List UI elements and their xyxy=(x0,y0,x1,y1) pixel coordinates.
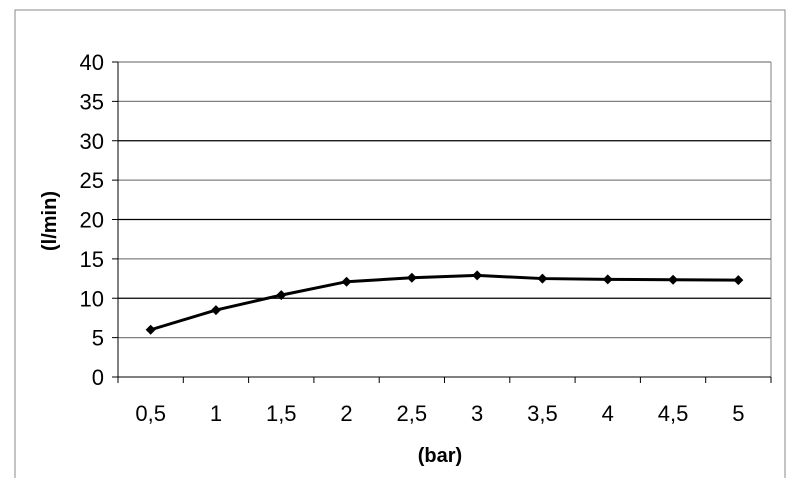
x-tick-label: 2 xyxy=(340,401,352,426)
data-point xyxy=(276,290,287,301)
x-tick-label: 3,5 xyxy=(527,401,558,426)
y-tick-label: 40 xyxy=(80,50,104,75)
y-tick-label: 5 xyxy=(92,326,104,351)
y-tick-label: 20 xyxy=(80,208,104,233)
y-axis-label: (l/min) xyxy=(39,191,61,251)
x-tick-label: 0,5 xyxy=(135,401,166,426)
x-axis-label: (bar) xyxy=(418,445,462,467)
data-point xyxy=(602,274,613,285)
x-tick-label: 1,5 xyxy=(266,401,297,426)
x-tick-label: 1 xyxy=(210,401,222,426)
x-tick-label: 4 xyxy=(602,401,614,426)
y-tick-label: 25 xyxy=(80,168,104,193)
y-tick-label: 30 xyxy=(80,129,104,154)
series-line xyxy=(150,273,739,332)
y-tick-label: 15 xyxy=(80,247,104,272)
x-tick-label: 5 xyxy=(732,401,744,426)
data-point xyxy=(668,274,679,285)
x-tick-label: 4,5 xyxy=(658,401,689,426)
y-tick-label: 10 xyxy=(80,286,104,311)
x-tick-label: 2,5 xyxy=(397,401,428,426)
data-point xyxy=(537,273,548,284)
data-point xyxy=(472,270,483,281)
data-point xyxy=(733,275,744,286)
data-point xyxy=(145,324,156,335)
data-point xyxy=(406,272,417,283)
y-tick-label: 35 xyxy=(80,89,104,114)
data-point xyxy=(210,305,221,316)
chart-frame xyxy=(14,9,786,478)
data-point xyxy=(341,276,352,287)
y-tick-label: 0 xyxy=(92,365,104,390)
x-tick-label: 3 xyxy=(471,401,483,426)
